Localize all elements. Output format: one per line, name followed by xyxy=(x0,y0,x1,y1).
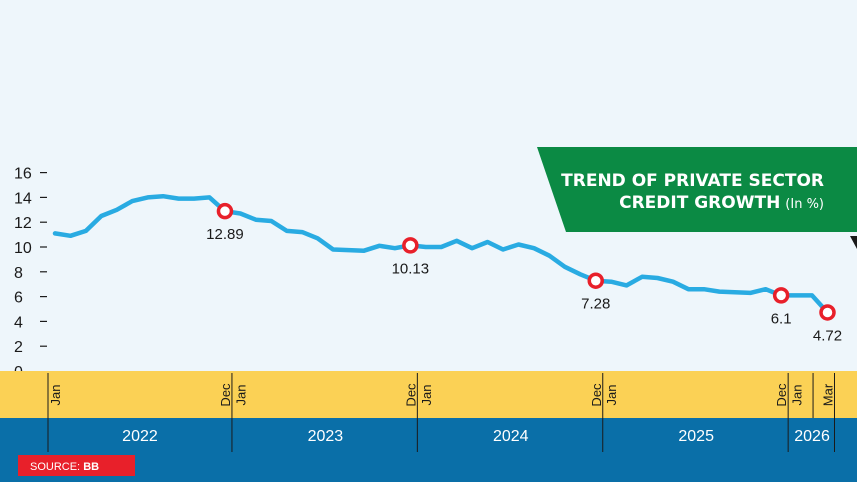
data-point-marker xyxy=(819,304,836,321)
month-tick-label: Jan xyxy=(419,385,434,406)
y-tick-label: 4 xyxy=(14,314,23,331)
y-axis: 1614121086420 xyxy=(14,166,47,381)
source-badge-bg xyxy=(18,455,135,476)
year-label: 2022 xyxy=(122,428,158,445)
month-tick-label: Dec xyxy=(403,383,418,407)
y-tick-label: 12 xyxy=(14,215,32,232)
month-tick-label: Mar xyxy=(821,383,836,406)
source-prefix: SOURCE: xyxy=(30,461,83,473)
y-tick-label: 16 xyxy=(14,166,32,183)
chart-title-line1: TREND OF PRIVATE SECTOR xyxy=(561,171,824,191)
title-banner-fold xyxy=(850,236,857,249)
month-tick-label: Dec xyxy=(774,383,789,407)
month-tick-label: Jan xyxy=(604,385,619,406)
y-tick-label: 14 xyxy=(14,190,32,207)
month-tick-label: Jan xyxy=(48,385,63,406)
month-tick-label: Jan xyxy=(233,385,248,406)
data-label: 4.72 xyxy=(813,327,842,344)
y-tick-label: 10 xyxy=(14,240,32,257)
month-tick-label: Dec xyxy=(218,383,233,407)
data-point-marker xyxy=(587,272,604,289)
year-label: 2023 xyxy=(308,428,344,445)
data-label: 12.89 xyxy=(206,226,244,243)
title-banner: TREND OF PRIVATE SECTOR CREDIT GROWTH (In… xyxy=(537,147,857,249)
source-name: BB xyxy=(83,461,99,473)
title-banner-shape xyxy=(537,147,857,232)
source-badge: SOURCE: BB xyxy=(18,455,135,476)
data-markers: 12.89 10.13 7.28 6.1 4.72 xyxy=(206,202,842,344)
year-label: 2025 xyxy=(678,428,714,445)
chart-title-unit: (In %) xyxy=(785,197,824,212)
year-label: 2024 xyxy=(493,428,529,445)
chart-title-line2: CREDIT GROWTH (In %) xyxy=(619,193,824,213)
data-point-marker xyxy=(216,202,234,220)
y-tick-label: 2 xyxy=(14,339,23,356)
year-band xyxy=(0,418,857,482)
year-label: 2026 xyxy=(794,428,830,445)
year-axis: 2022 2023 2024 2025 2026 xyxy=(47,373,835,452)
data-label: 6.1 xyxy=(771,310,792,327)
data-point-marker xyxy=(402,237,419,254)
series-line xyxy=(52,193,830,315)
source-text: SOURCE: BB xyxy=(30,461,99,473)
chart-title-line2-text: CREDIT GROWTH xyxy=(619,193,780,213)
month-tick-label: Dec xyxy=(589,383,604,407)
data-label: 10.13 xyxy=(392,260,430,277)
data-label: 7.28 xyxy=(581,296,610,313)
month-axis: Jan Dec Jan Dec Jan Dec Jan Dec Jan Mar xyxy=(48,383,836,407)
month-band xyxy=(0,371,857,418)
month-tick-label: Jan xyxy=(790,385,805,406)
y-tick-label: 8 xyxy=(14,265,23,282)
data-point-marker xyxy=(772,287,790,304)
y-tick-label: 6 xyxy=(14,290,23,307)
